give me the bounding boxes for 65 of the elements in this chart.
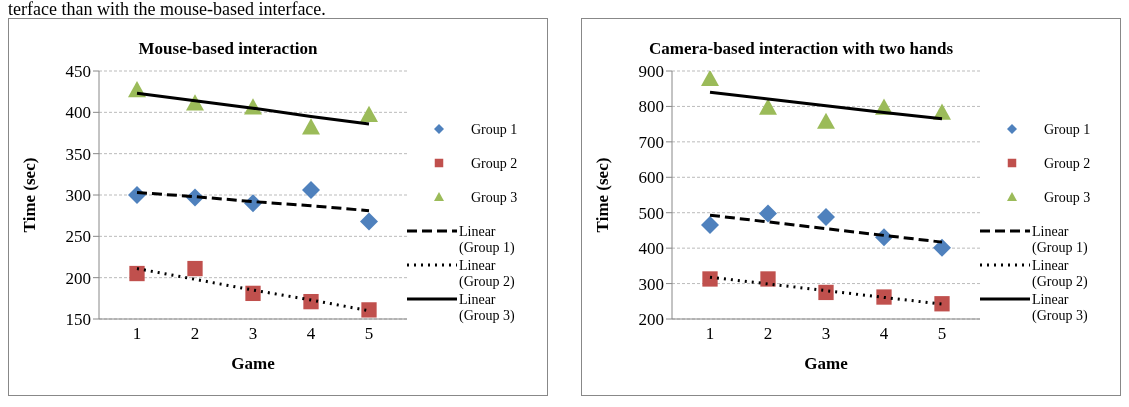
point [702, 271, 718, 287]
x-tick-label: 2 [763, 324, 773, 344]
point [701, 216, 719, 235]
legend-label: Linear (Group 1) [459, 224, 516, 256]
point [759, 204, 777, 223]
legend-label: Group 2 [471, 156, 518, 172]
point [360, 105, 378, 123]
y-tick-label: 200 [638, 310, 664, 330]
x-tick-label: 5 [364, 324, 374, 344]
point [245, 285, 261, 302]
text: terface than with the mouse-based interface. [8, 0, 326, 19]
x-tick-label: 4 [879, 324, 889, 344]
y-tick-label: 400 [638, 239, 664, 259]
legend-label: Linear (Group 3) [1032, 292, 1089, 324]
point [876, 289, 892, 305]
y-tick-label: 700 [638, 132, 664, 152]
y-tick-label: 400 [65, 103, 91, 123]
point [303, 293, 319, 310]
legend-label: Linear (Group 3) [459, 292, 516, 324]
y-tick-label: 200 [65, 268, 91, 288]
legend-label: Linear (Group 2) [459, 258, 516, 290]
point [361, 302, 377, 318]
y-tick-label: 450 [65, 62, 91, 82]
chart-title: Mouse-based interaction [137, 39, 319, 59]
legend-label: Linear (Group 1) [1032, 224, 1089, 256]
point [817, 207, 835, 226]
legend-label: Group 1 [471, 122, 518, 138]
x-axis-title: Game [804, 354, 849, 373]
y-tick-label: 300 [65, 186, 91, 206]
point [302, 181, 320, 200]
x-tick-label: 3 [248, 324, 258, 344]
x-tick-label: 1 [132, 324, 142, 344]
y-tick-label: 150 [65, 310, 91, 330]
point [759, 98, 777, 115]
point [187, 260, 203, 277]
x-tick-label: 4 [306, 324, 316, 344]
y-tick-label: 500 [638, 203, 664, 223]
y-tick-label: 300 [638, 274, 664, 294]
legend-label: Linear (Group 2) [1032, 258, 1089, 290]
legend-label: Group 2 [1044, 156, 1091, 172]
point [701, 71, 719, 86]
y-tick-label: 600 [638, 168, 664, 188]
point [360, 212, 378, 231]
chart-title: Camera-based interaction with two hands [647, 39, 955, 59]
point [933, 238, 951, 257]
x-tick-label: 5 [937, 324, 947, 344]
x-tick-label: 1 [705, 324, 715, 344]
y-tick-label: 900 [638, 62, 664, 82]
y-axis-title: Time (sec) [20, 157, 40, 233]
y-axis-title: Time (sec) [593, 157, 613, 233]
legend-label: Group 3 [471, 190, 518, 206]
x-tick-label: 3 [821, 324, 831, 344]
x-axis-title: Game [231, 354, 276, 373]
y-tick-label: 350 [65, 144, 91, 164]
point [934, 296, 950, 312]
point [818, 284, 834, 301]
point [129, 265, 145, 282]
point [760, 271, 776, 287]
point [302, 118, 320, 135]
legend-label: Group 3 [1044, 190, 1091, 206]
legend-label: Group 1 [1044, 122, 1091, 138]
y-tick-label: 250 [65, 227, 91, 247]
y-tick-label: 800 [638, 97, 664, 117]
x-tick-label: 2 [190, 324, 200, 344]
point [817, 112, 835, 129]
